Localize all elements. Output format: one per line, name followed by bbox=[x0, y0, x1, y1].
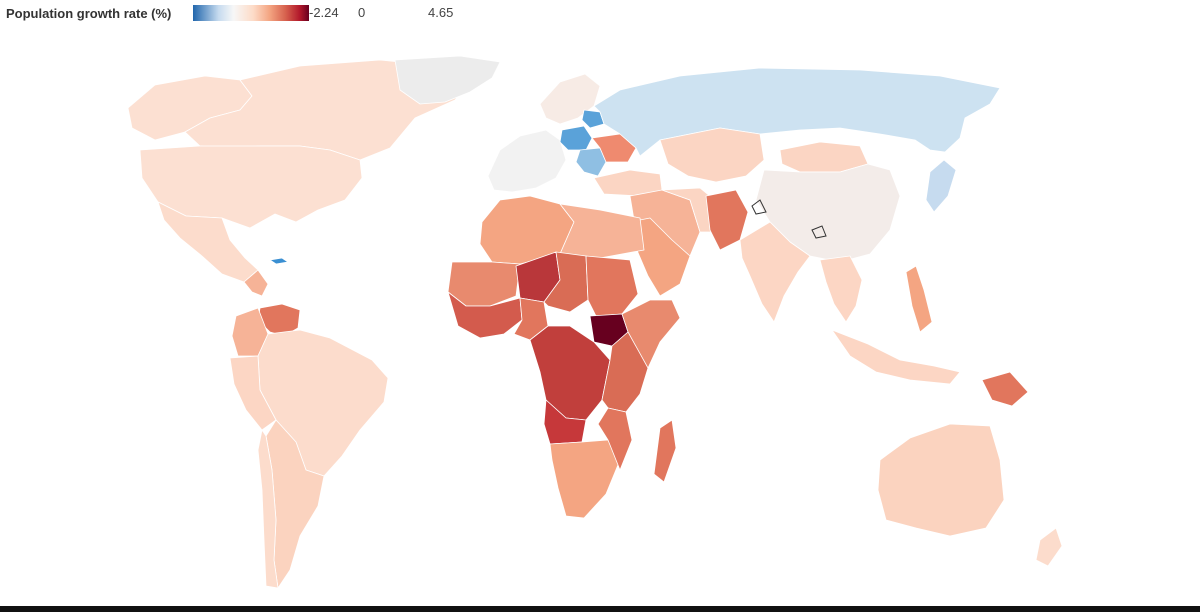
country-philippines[interactable] bbox=[905, 265, 933, 333]
country-central-america[interactable] bbox=[243, 269, 269, 297]
world-map-svg bbox=[127, 55, 1063, 589]
legend-color-bar bbox=[193, 5, 309, 21]
country-mali-mauritania[interactable] bbox=[447, 261, 521, 307]
country-greenland[interactable] bbox=[394, 55, 501, 105]
country-poland[interactable] bbox=[559, 125, 593, 151]
country-russia[interactable] bbox=[593, 67, 1001, 157]
bottom-rule bbox=[0, 606, 1200, 612]
country-madagascar[interactable] bbox=[653, 419, 677, 483]
legend-zero-label: 0 bbox=[358, 5, 366, 20]
country-papua-new-guinea[interactable] bbox=[981, 371, 1029, 407]
world-map bbox=[0, 40, 1200, 606]
country-western-europe[interactable] bbox=[487, 129, 567, 193]
legend-max-label: 4.65 bbox=[428, 5, 454, 20]
legend-min-label: -2.24 bbox=[309, 5, 339, 20]
country-new-zealand[interactable] bbox=[1035, 527, 1063, 567]
country-southeast-asia[interactable] bbox=[819, 255, 863, 323]
country-libya-egypt[interactable] bbox=[559, 203, 645, 259]
country-sudan[interactable] bbox=[585, 255, 639, 317]
country-baltics[interactable] bbox=[581, 109, 605, 129]
country-southern-africa[interactable] bbox=[549, 439, 621, 519]
map-legend: Population growth rate (%) -2.24 0 4.65 bbox=[0, 0, 520, 28]
legend-title: Population growth rate (%) bbox=[6, 6, 172, 21]
disputed-border-kashmir bbox=[751, 199, 767, 215]
country-kazakhstan[interactable] bbox=[659, 127, 765, 183]
disputed-border-arunachal bbox=[811, 225, 827, 239]
country-chile[interactable] bbox=[257, 429, 279, 589]
country-japan[interactable] bbox=[925, 159, 957, 213]
country-india[interactable] bbox=[739, 221, 811, 323]
country-saudi-arabia[interactable] bbox=[629, 217, 691, 297]
country-mozambique[interactable] bbox=[597, 407, 633, 471]
country-peru[interactable] bbox=[229, 355, 277, 431]
country-indonesia[interactable] bbox=[831, 329, 961, 385]
country-australia[interactable] bbox=[877, 423, 1005, 537]
country-cuba[interactable] bbox=[269, 257, 289, 265]
